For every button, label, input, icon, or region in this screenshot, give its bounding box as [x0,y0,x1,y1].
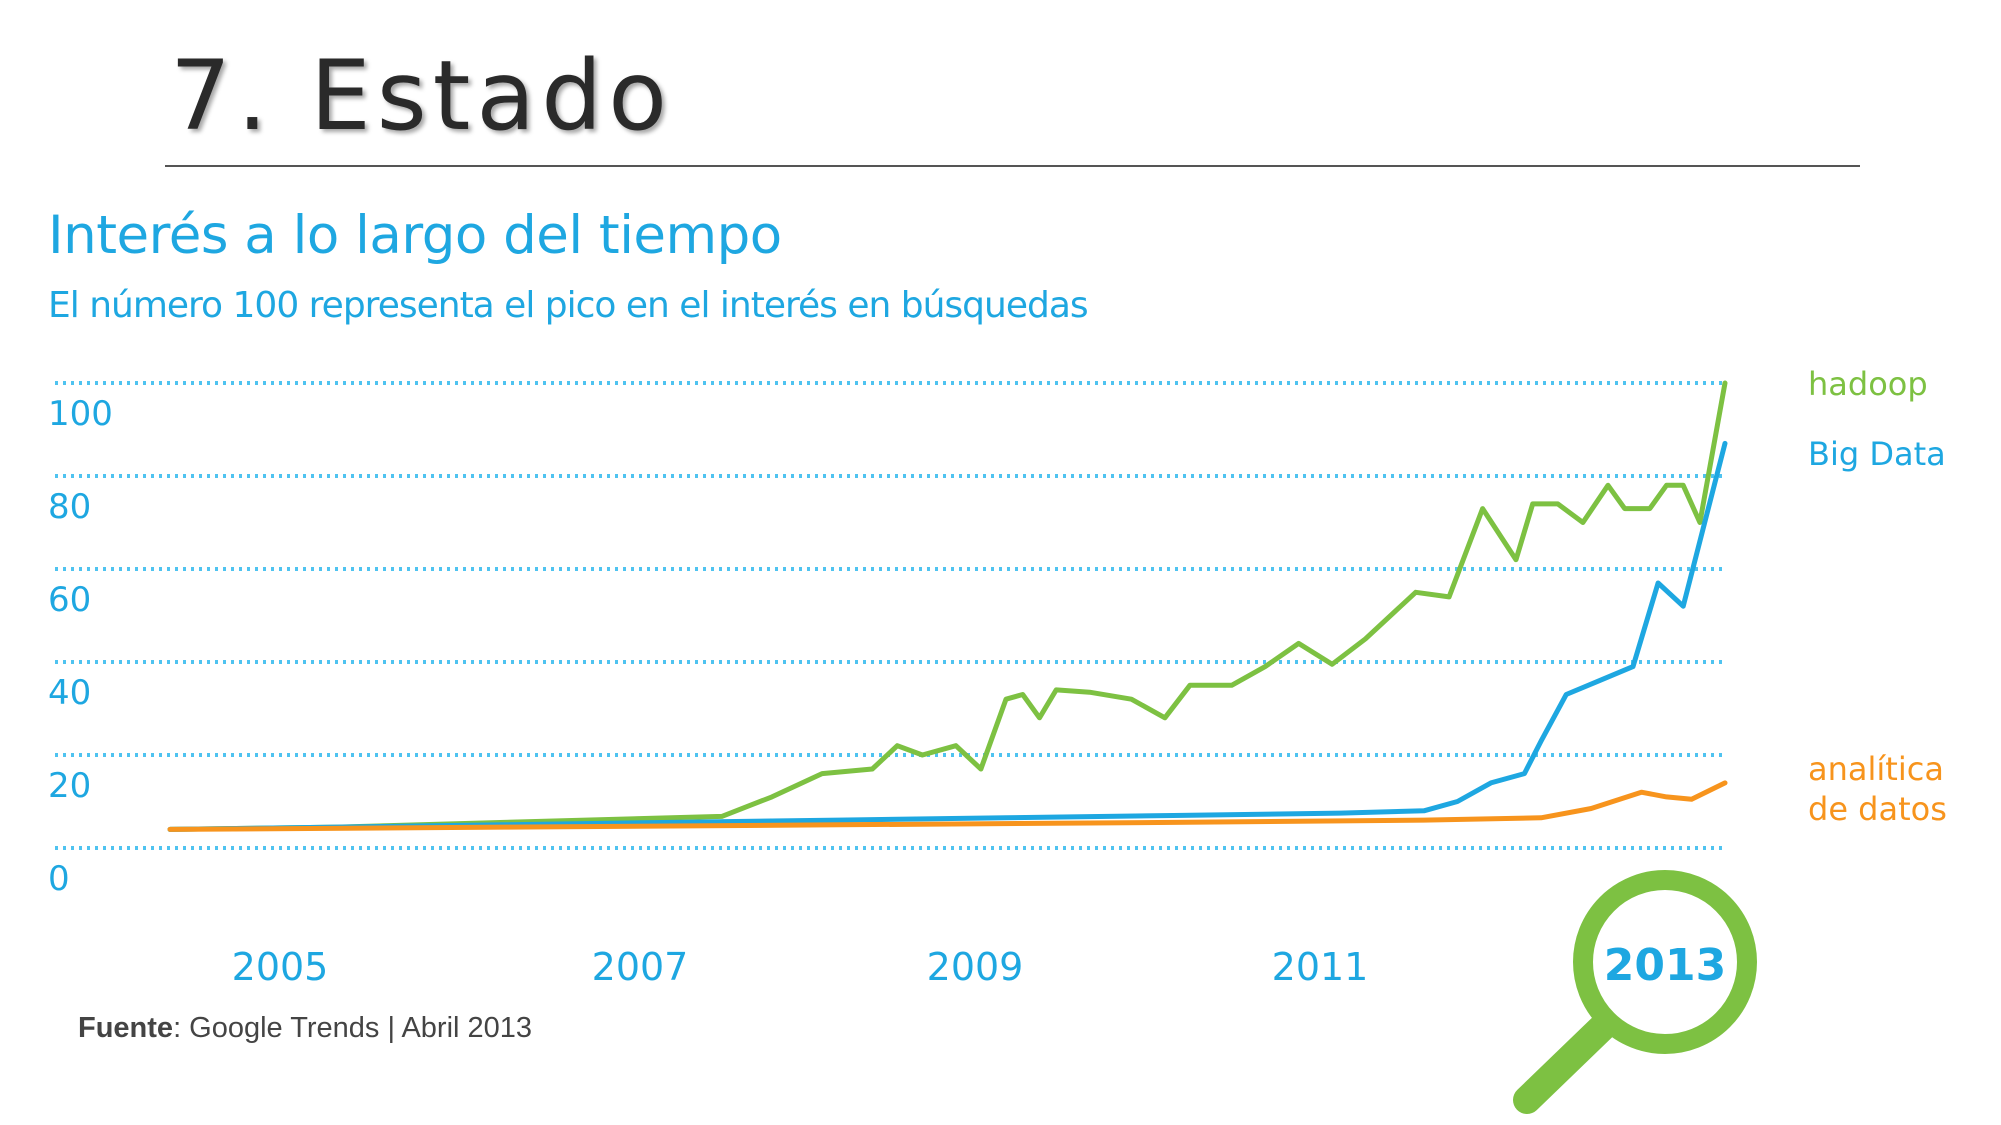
slide-title: 7. Estado [170,40,673,152]
y-tick-label: 40 [48,673,91,713]
y-tick-label: 0 [48,859,70,899]
series-label: analítica [1808,750,1944,788]
source-note: Fuente: Google Trends | Abril 2013 [78,1012,532,1045]
y-tick-label: 20 [48,766,91,806]
chart-title: Interés a lo largo del tiempo [48,205,782,266]
series-line [167,440,1728,832]
series-line [167,780,1728,832]
series-label: hadoop [1808,365,1928,403]
x-tick-label: 2009 [927,945,1024,989]
source-label: Fuente [78,1012,174,1044]
x-tick-label: 2013 [1604,940,1726,991]
series-label: de datos [1808,790,1947,828]
series-label: Big Data [1808,435,1946,473]
y-axis-ticks: 0 20 40 60 80 100 [48,394,113,899]
source-text: : Google Trends | Abril 2013 [173,1012,533,1044]
series-line [167,380,1728,832]
x-tick-label: 2011 [1272,945,1369,989]
grid-lines [55,381,1725,850]
x-axis-ticks: 2005 2007 2009 2011 2013 [232,940,1727,991]
series-lines [167,380,1728,832]
magnifier-icon [1513,870,1757,1114]
x-tick-label: 2007 [592,945,689,989]
y-tick-label: 80 [48,487,91,527]
x-tick-label: 2005 [232,945,329,989]
chart-subtitle: El número 100 representa el pico en el i… [48,285,1089,326]
title-divider [165,165,1860,167]
y-tick-label: 60 [48,580,91,620]
y-tick-label: 100 [48,394,113,434]
